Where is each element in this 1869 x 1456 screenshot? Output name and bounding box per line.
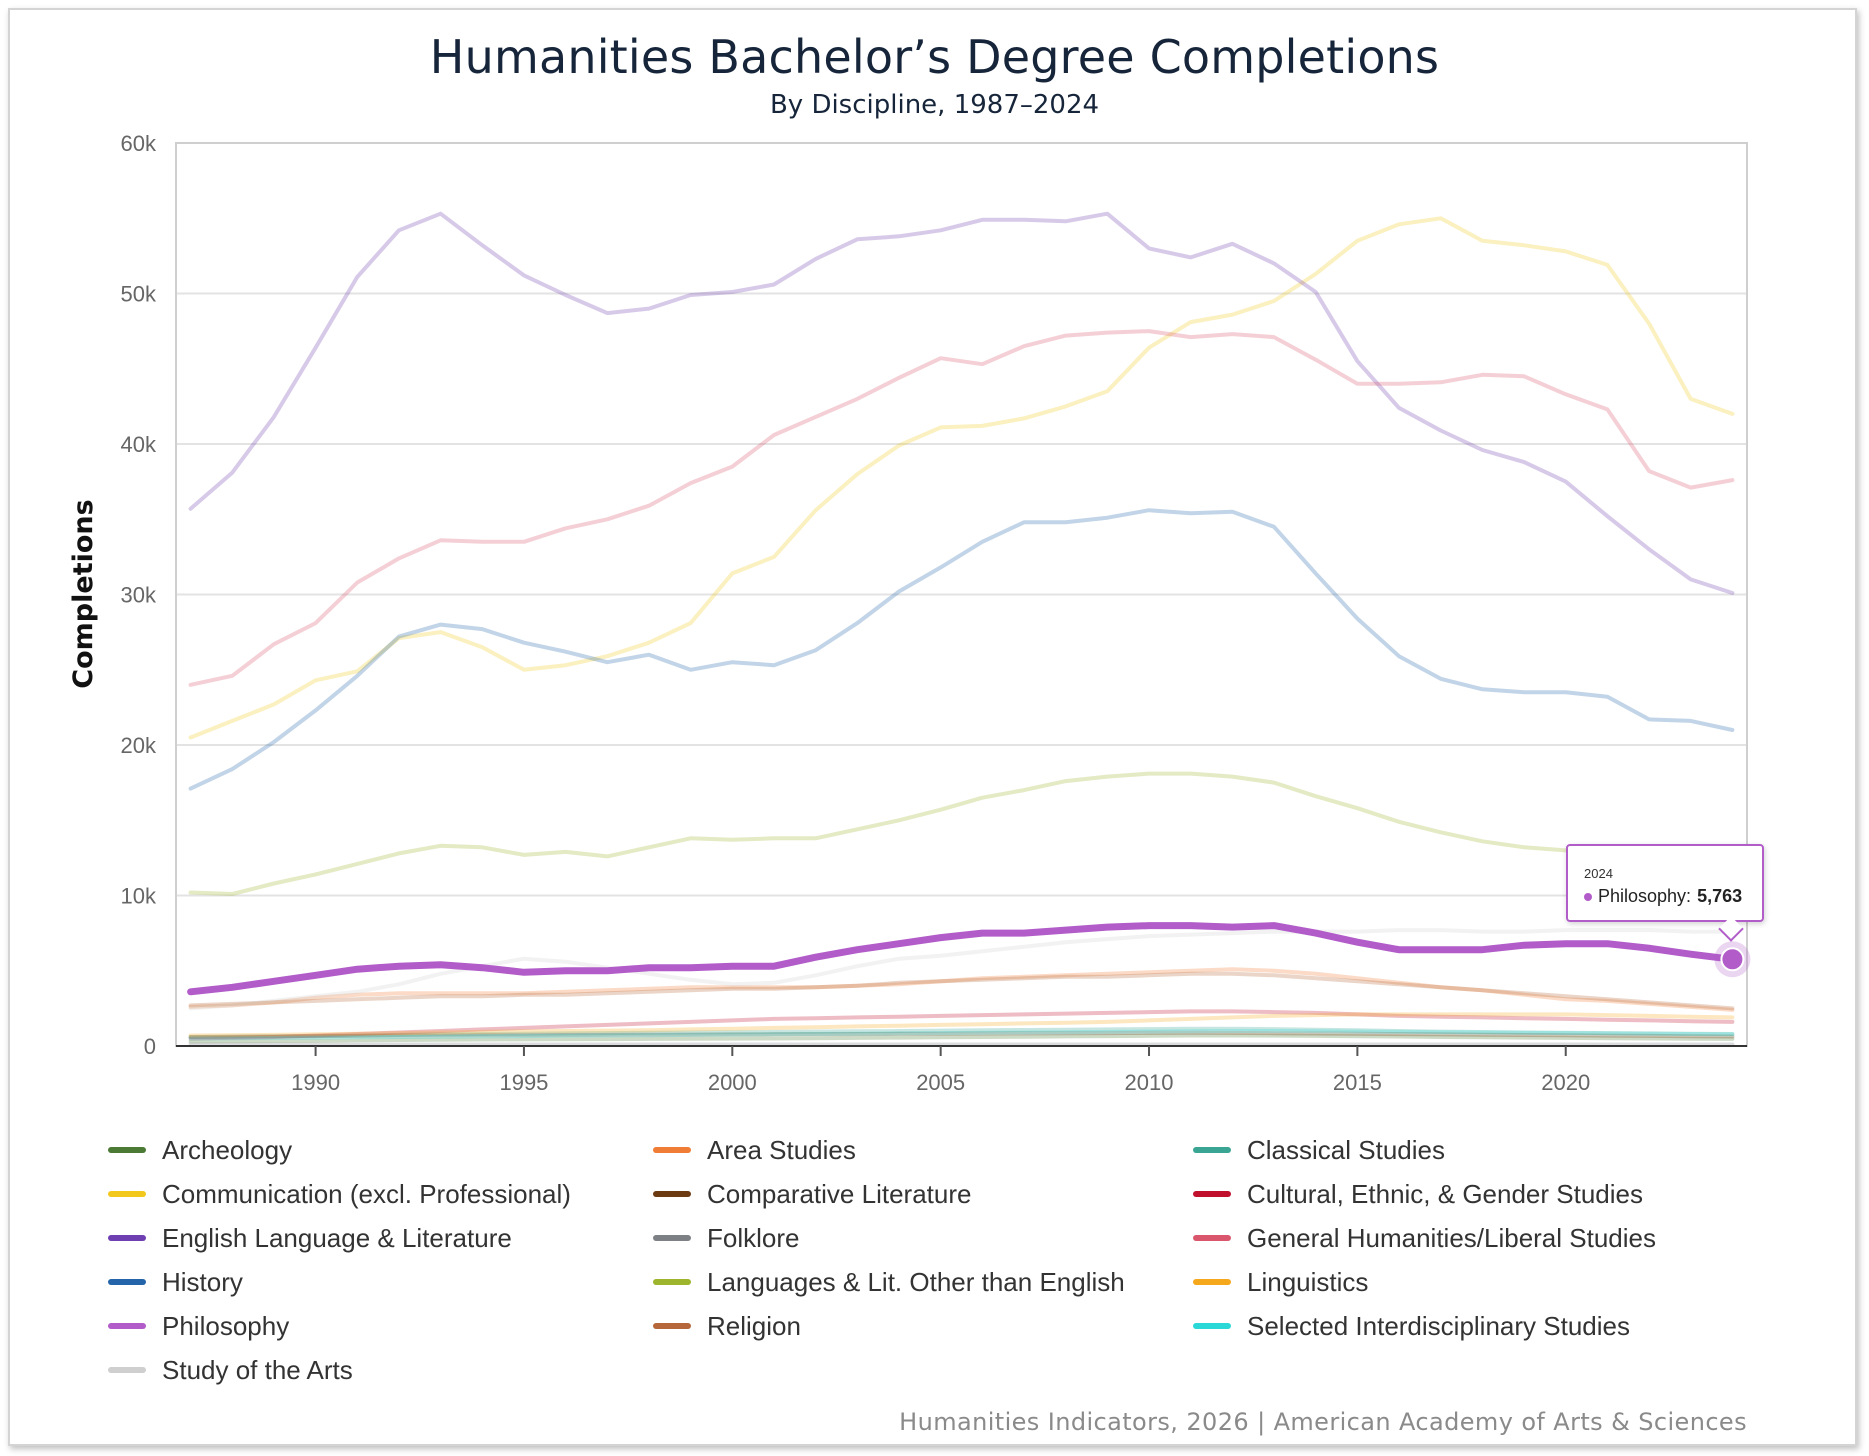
chart-title: Humanities Bachelor’s Degree Completions	[429, 30, 1440, 84]
series-lines	[187, 211, 1736, 1047]
legend-swatch	[108, 1279, 146, 1285]
tooltip-value: 5,763	[1697, 886, 1743, 906]
legend-item-religion[interactable]: Religion	[653, 1311, 1193, 1341]
y-tick-label: 30k	[121, 583, 157, 608]
x-tick-label: 2015	[1333, 1070, 1382, 1095]
series-line-comparative-literature[interactable]	[188, 1030, 1735, 1039]
legend-item-study-of-the-arts[interactable]: Study of the Arts	[108, 1355, 653, 1385]
series-line-philosophy[interactable]	[187, 922, 1736, 996]
chart-subtitle: By Discipline, 1987–2024	[769, 90, 1100, 120]
tooltip-series-label: Philosophy:	[1598, 886, 1692, 906]
legend-item-communication-excl-professional[interactable]: Communication (excl. Professional)	[108, 1179, 653, 1209]
x-tick-label: 2000	[708, 1070, 757, 1095]
y-tick-label: 10k	[121, 884, 157, 909]
x-tick-label: 1990	[291, 1070, 340, 1095]
tooltip-series-dot	[1584, 892, 1592, 901]
legend: Archeology Area Studies Classical Studies C…	[108, 1135, 1668, 1385]
y-tick-label: 0	[144, 1034, 156, 1059]
legend-swatch	[1193, 1235, 1231, 1241]
x-tick-label: 2005	[916, 1070, 965, 1095]
legend-label: Languages & Lit. Other than English	[707, 1266, 1125, 1297]
y-tick-label: 20k	[121, 733, 157, 758]
series-line-history[interactable]	[188, 508, 1735, 791]
series-line-linguistics[interactable]	[188, 1012, 1735, 1038]
legend-label: Communication (excl. Professional)	[162, 1178, 571, 1209]
legend-swatch	[108, 1367, 146, 1373]
x-tick-label: 1995	[499, 1070, 548, 1095]
legend-swatch	[108, 1235, 146, 1241]
legend-item-comparative-literature[interactable]: Comparative Literature	[653, 1179, 1193, 1209]
legend-item-selected-interdisciplinary-studies[interactable]: Selected Interdisciplinary Studies	[1193, 1311, 1668, 1341]
legend-swatch	[653, 1191, 691, 1197]
gridlines	[176, 142, 1747, 897]
legend-item-classical-studies[interactable]: Classical Studies	[1193, 1135, 1668, 1165]
legend-swatch	[653, 1279, 691, 1285]
legend-item-philosophy[interactable]: Philosophy	[108, 1311, 653, 1341]
tooltip: 2024 Philosophy: 5,763	[1566, 844, 1764, 922]
x-tick-label: 2020	[1541, 1070, 1590, 1095]
y-axis-ticks: 0 10k 20k 30k 40k 50k 60k	[121, 131, 157, 1059]
legend-item-folklore[interactable]: Folklore	[653, 1223, 1193, 1253]
legend-item-history[interactable]: History	[108, 1267, 653, 1297]
series-line-study-of-the-arts[interactable]	[188, 928, 1735, 1011]
y-tick-label: 50k	[121, 282, 157, 307]
legend-swatch	[108, 1147, 146, 1153]
highlight-marker[interactable]	[1714, 941, 1751, 978]
legend-item-general-humanities-liberal-studies[interactable]: General Humanities/Liberal Studies	[1193, 1223, 1668, 1253]
legend-swatch	[108, 1191, 146, 1197]
legend-swatch	[108, 1323, 146, 1329]
legend-label: Religion	[707, 1310, 801, 1341]
legend-swatch	[1193, 1191, 1231, 1197]
legend-label: Selected Interdisciplinary Studies	[1247, 1310, 1630, 1341]
legend-swatch	[653, 1147, 691, 1153]
legend-label: Archeology	[162, 1134, 293, 1165]
series-line-languages-and-lit-other-than-english[interactable]	[188, 771, 1735, 896]
legend-label: Comparative Literature	[707, 1178, 972, 1209]
legend-item-area-studies[interactable]: Area Studies	[653, 1135, 1193, 1165]
legend-swatch	[1193, 1147, 1231, 1153]
y-tick-label: 60k	[121, 131, 157, 156]
legend-label: Philosophy	[162, 1310, 290, 1341]
y-axis-label: Completions	[68, 499, 99, 688]
x-tick-label: 2010	[1125, 1070, 1174, 1095]
series-line-classical-studies[interactable]	[188, 1026, 1735, 1039]
legend-label: Cultural, Ethnic, & Gender Studies	[1247, 1178, 1643, 1209]
legend-swatch	[1193, 1323, 1231, 1329]
x-axis-ticks: 1990 1995 2000 2005 2010 2015 2020	[291, 1046, 1590, 1095]
legend-item-cultural-ethnic-and-gender-studies[interactable]: Cultural, Ethnic, & Gender Studies	[1193, 1179, 1668, 1209]
legend-swatch	[653, 1235, 691, 1241]
legend-label: Classical Studies	[1247, 1134, 1445, 1165]
legend-label: General Humanities/Liberal Studies	[1247, 1222, 1656, 1253]
source-credit: Humanities Indicators, 2026 | American A…	[899, 1408, 1747, 1436]
legend-item-archeology[interactable]: Archeology	[108, 1135, 653, 1165]
legend-label: English Language & Literature	[162, 1222, 512, 1253]
legend-label: Folklore	[707, 1222, 800, 1253]
highlight-point[interactable]	[1720, 947, 1745, 972]
legend-item-linguistics[interactable]: Linguistics	[1193, 1267, 1668, 1297]
legend-swatch	[1193, 1279, 1231, 1285]
series-line-general-humanities-liberal-studies[interactable]	[188, 329, 1735, 687]
legend-swatch	[653, 1323, 691, 1329]
series-line-archeology[interactable]	[188, 1033, 1735, 1044]
tooltip-year: 2024	[1584, 866, 1613, 881]
series-line-cultural-ethnic-and-gender-studies[interactable]	[188, 1009, 1735, 1041]
legend-label: History	[162, 1266, 243, 1297]
legend-label: Linguistics	[1247, 1266, 1369, 1297]
chart-frame	[8, 8, 1857, 1446]
legend-item-languages-and-lit-other-than-english[interactable]: Languages & Lit. Other than English	[653, 1267, 1193, 1297]
series-line-selected-interdisciplinary-studies[interactable]	[188, 1029, 1735, 1041]
legend-item-english-language-and-literature[interactable]: English Language & Literature	[108, 1223, 653, 1253]
legend-label: Area Studies	[707, 1134, 856, 1165]
series-line-english-language-and-literature[interactable]	[188, 211, 1735, 595]
series-line-religion[interactable]	[188, 971, 1735, 1011]
tooltip-row: Philosophy: 5,763	[1584, 886, 1742, 907]
legend-label: Study of the Arts	[162, 1354, 353, 1385]
series-line-area-studies[interactable]	[188, 967, 1735, 1012]
series-line-communication-excl-professional[interactable]	[188, 216, 1735, 740]
y-tick-label: 40k	[121, 432, 157, 457]
